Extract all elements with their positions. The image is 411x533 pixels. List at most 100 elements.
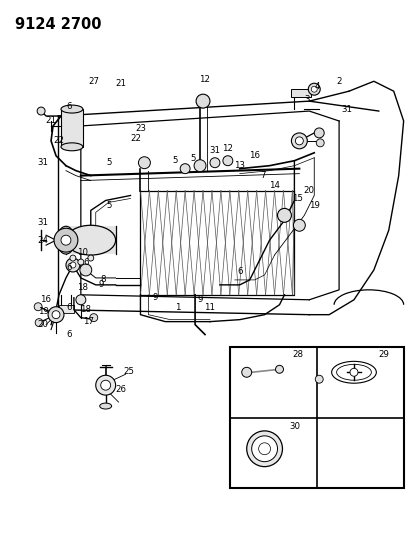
Text: 6: 6: [83, 257, 88, 266]
Text: 20: 20: [304, 186, 315, 195]
Circle shape: [315, 375, 323, 383]
Circle shape: [48, 306, 64, 322]
Text: 21: 21: [115, 79, 126, 88]
Ellipse shape: [337, 365, 372, 380]
Text: 18: 18: [80, 305, 91, 314]
Circle shape: [70, 255, 76, 261]
Circle shape: [277, 208, 291, 222]
Circle shape: [194, 160, 206, 172]
Text: 6: 6: [66, 303, 72, 312]
Circle shape: [293, 219, 305, 231]
Text: 20: 20: [37, 320, 48, 329]
Text: 9: 9: [98, 280, 104, 289]
Circle shape: [90, 314, 98, 321]
Text: 8: 8: [100, 276, 106, 285]
Text: 31: 31: [37, 218, 48, 227]
Circle shape: [296, 137, 303, 145]
Text: 27: 27: [88, 77, 99, 86]
Text: 3: 3: [305, 95, 310, 103]
Text: 26: 26: [115, 385, 126, 394]
Circle shape: [252, 436, 277, 462]
Circle shape: [66, 258, 80, 272]
Text: 12: 12: [199, 75, 210, 84]
Text: 24: 24: [37, 236, 48, 245]
Circle shape: [34, 303, 42, 311]
Circle shape: [76, 295, 86, 305]
Text: 6: 6: [66, 330, 72, 339]
Circle shape: [247, 431, 282, 466]
Circle shape: [210, 158, 220, 168]
Circle shape: [223, 156, 233, 166]
Text: 31: 31: [37, 158, 48, 167]
Circle shape: [259, 443, 270, 455]
Circle shape: [314, 128, 324, 138]
Text: 31: 31: [342, 104, 353, 114]
Text: 6: 6: [66, 263, 72, 272]
Circle shape: [311, 86, 317, 92]
Text: 10: 10: [77, 248, 88, 256]
Bar: [59, 305, 74, 313]
Circle shape: [308, 83, 320, 95]
Circle shape: [101, 380, 111, 390]
Text: 1: 1: [175, 303, 181, 312]
Bar: [66, 227, 115, 254]
Text: 9: 9: [152, 293, 158, 302]
Text: 22: 22: [130, 134, 141, 143]
Text: 5: 5: [106, 158, 111, 167]
Circle shape: [275, 365, 284, 373]
Circle shape: [80, 264, 92, 276]
Circle shape: [52, 311, 60, 319]
Bar: [291, 89, 311, 97]
Bar: [230, 348, 404, 488]
Circle shape: [54, 228, 78, 252]
Circle shape: [316, 139, 324, 147]
Text: 15: 15: [292, 194, 303, 203]
Text: 19: 19: [38, 307, 48, 316]
Text: 16: 16: [39, 295, 51, 304]
Text: 5: 5: [106, 201, 111, 210]
Circle shape: [70, 262, 76, 268]
Ellipse shape: [66, 225, 115, 255]
Circle shape: [180, 164, 190, 174]
Ellipse shape: [61, 105, 83, 113]
Text: 12: 12: [222, 144, 233, 154]
Text: 21: 21: [46, 117, 57, 125]
Text: 31: 31: [210, 146, 220, 155]
Text: 4: 4: [314, 82, 320, 91]
Text: 6: 6: [66, 102, 72, 110]
Circle shape: [291, 133, 307, 149]
Text: 2: 2: [336, 77, 342, 86]
Text: 23: 23: [135, 124, 146, 133]
Ellipse shape: [332, 361, 376, 383]
Circle shape: [88, 255, 94, 261]
Circle shape: [139, 157, 150, 168]
Text: 28: 28: [292, 350, 303, 359]
Text: 6: 6: [237, 268, 242, 277]
Text: 11: 11: [204, 303, 215, 312]
Ellipse shape: [61, 143, 83, 151]
Text: 19: 19: [309, 201, 320, 210]
Circle shape: [96, 375, 115, 395]
Circle shape: [242, 367, 252, 377]
Circle shape: [350, 368, 358, 376]
Text: 9: 9: [197, 295, 203, 304]
Circle shape: [61, 235, 71, 245]
Text: 13: 13: [234, 161, 245, 170]
Text: 30: 30: [289, 423, 300, 431]
Circle shape: [78, 259, 84, 265]
Text: 25: 25: [123, 367, 134, 376]
Text: 22: 22: [53, 136, 65, 146]
Text: 18: 18: [77, 284, 88, 293]
Ellipse shape: [100, 403, 112, 409]
Circle shape: [37, 107, 45, 115]
Text: 29: 29: [379, 350, 389, 359]
Text: 5: 5: [173, 156, 178, 165]
Text: 9124 2700: 9124 2700: [15, 17, 102, 31]
Circle shape: [196, 94, 210, 108]
Text: 16: 16: [249, 151, 260, 160]
Ellipse shape: [57, 227, 75, 254]
Circle shape: [35, 319, 43, 327]
Text: 5: 5: [190, 154, 196, 163]
Text: 17: 17: [83, 317, 94, 326]
Text: 7: 7: [260, 171, 266, 180]
